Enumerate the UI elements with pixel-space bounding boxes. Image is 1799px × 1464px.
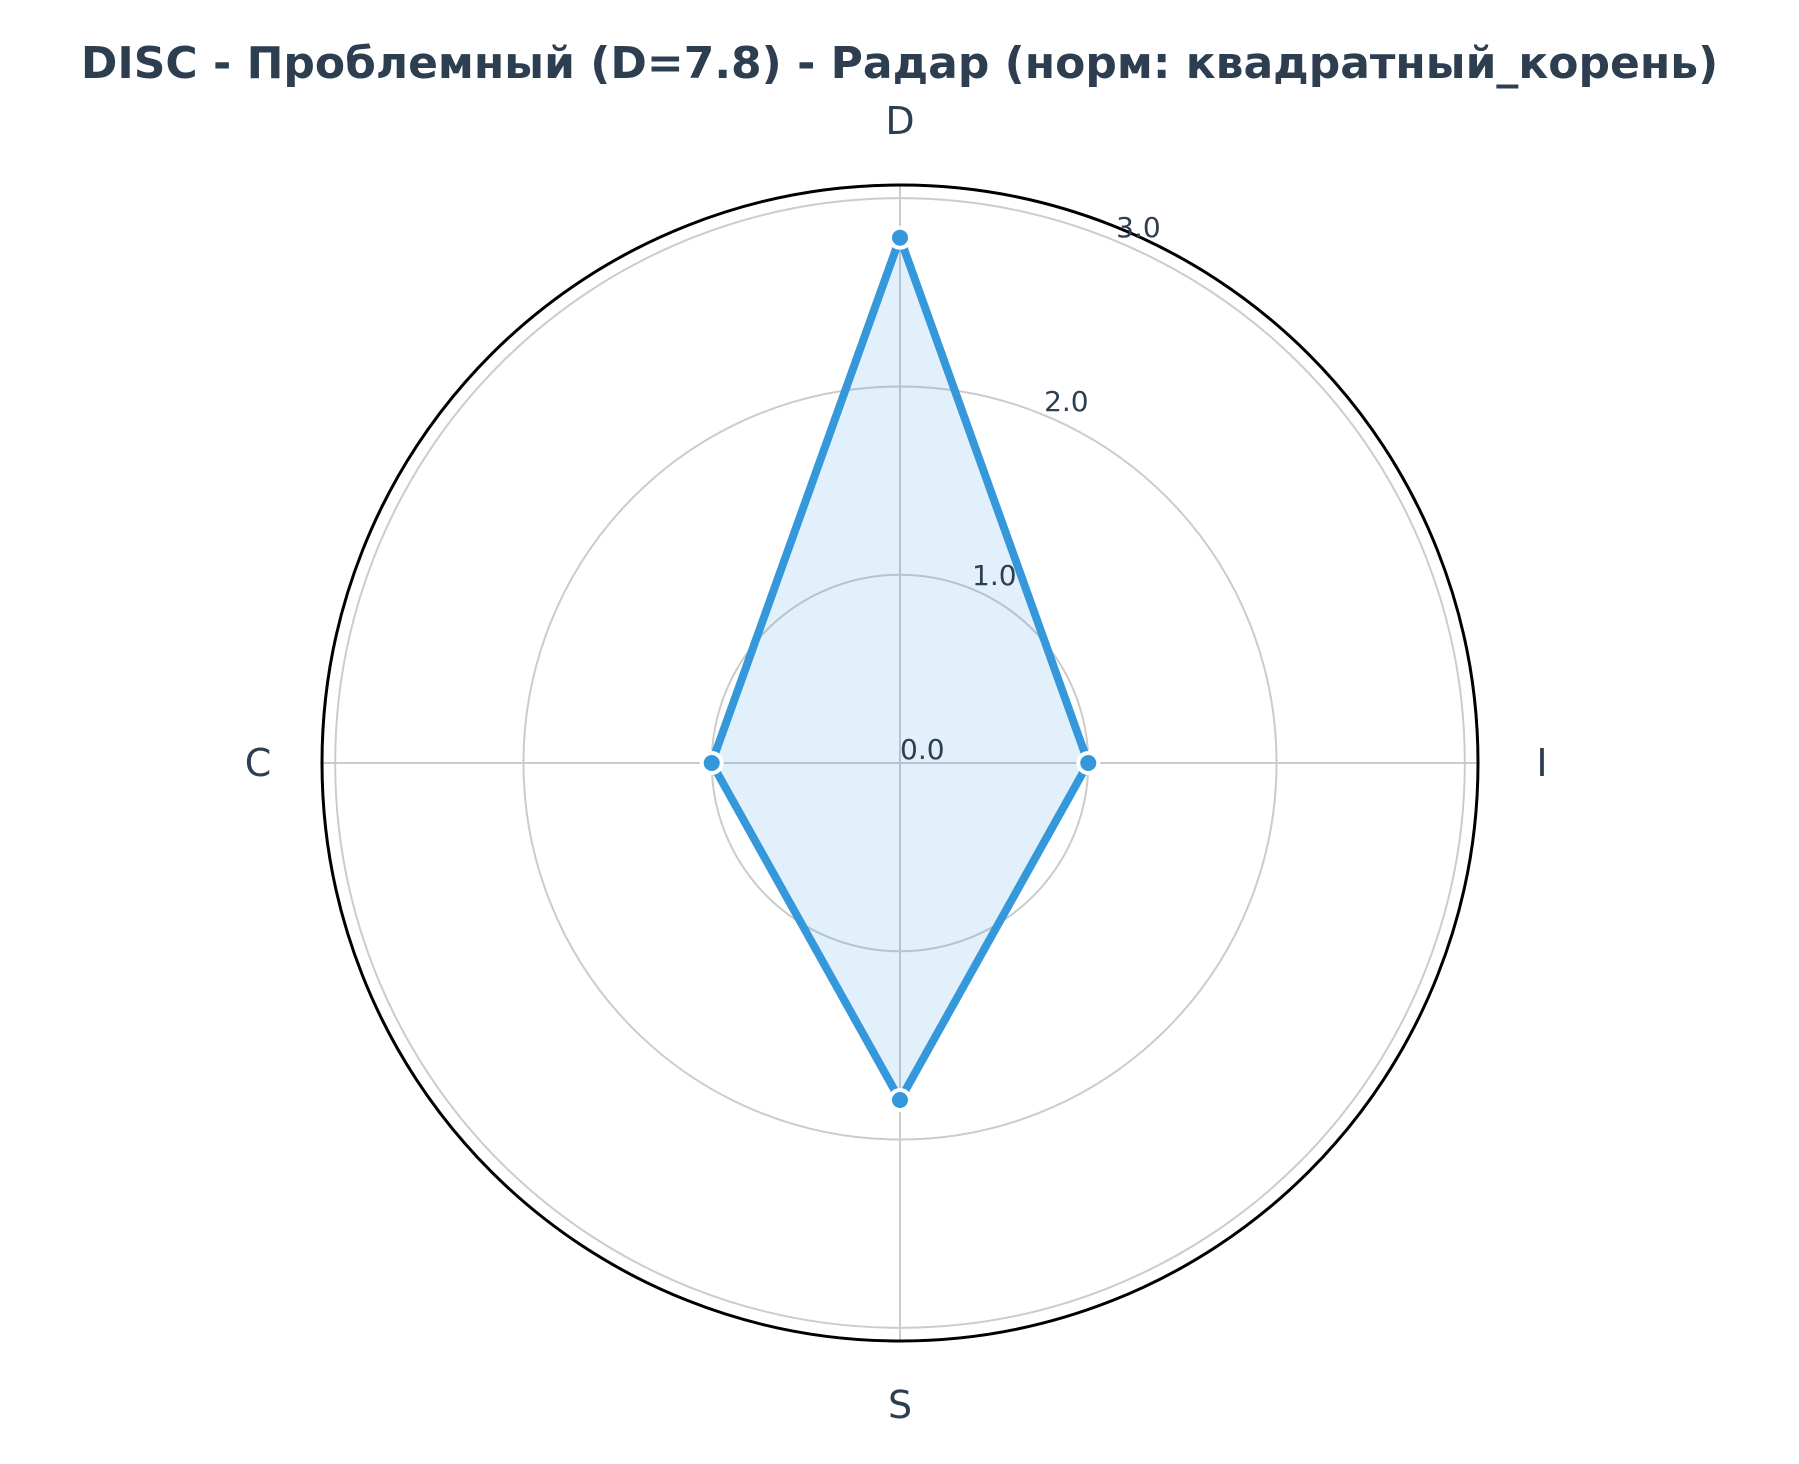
category-label-d: D <box>885 99 914 143</box>
data-point-c <box>699 751 724 775</box>
category-label-s: S <box>888 1383 912 1427</box>
data-point-s <box>888 1088 912 1113</box>
data-point-i <box>1076 751 1101 775</box>
series-fill <box>711 237 1089 1101</box>
radial-tick-label: 2.0 <box>1044 385 1089 418</box>
radial-tick-label: 3.0 <box>1116 211 1161 244</box>
radial-tick-label: 0.0 <box>900 733 945 766</box>
data-point-d <box>888 225 912 250</box>
grid-layer <box>320 183 1480 1343</box>
category-label-c: C <box>245 741 272 785</box>
label-layer: 0.0 1.0 2.0 3.0 D I S C <box>245 99 1548 1427</box>
polar-frame <box>320 183 1480 1343</box>
data-layer <box>699 225 1101 1113</box>
radial-tick-label: 1.0 <box>972 559 1017 592</box>
chart-title: DISC - Проблемный (D=7.8) - Радар (норм:… <box>80 38 1719 89</box>
category-label-i: I <box>1536 741 1547 785</box>
